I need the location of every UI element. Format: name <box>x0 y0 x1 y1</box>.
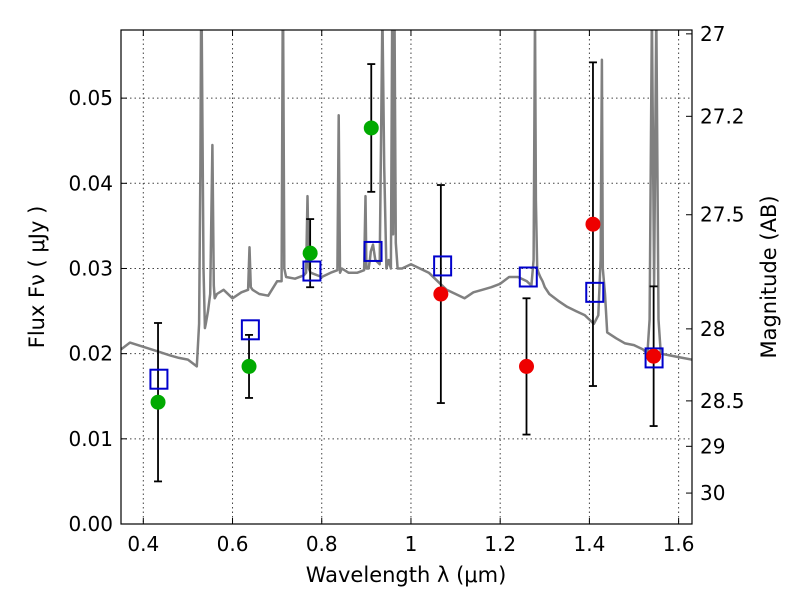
x-tick-label: 0.6 <box>217 532 249 556</box>
model-spectrum-layer <box>121 30 692 368</box>
observed-flux-point <box>241 358 257 374</box>
x-tick-label: 1.6 <box>663 532 695 556</box>
plot-frame <box>120 29 693 525</box>
x-tick-label: 1.4 <box>573 532 605 556</box>
observed-flux-point <box>302 245 318 261</box>
model-flux-square <box>433 255 453 277</box>
model-flux-square <box>644 347 664 369</box>
y-tick-label: 0.04 <box>68 171 113 195</box>
observed-photometry-layer <box>150 120 662 410</box>
x-axis-ticks: 0.4 0.6 0.8 1 1.2 1.4 1.6 <box>127 30 695 556</box>
model-flux-square <box>585 281 605 303</box>
y-tick-label: 0.02 <box>68 342 113 366</box>
y-tick-label: 0.03 <box>68 256 113 280</box>
magnitude-axis-ticks: 27 27.2 27.5 28 28.5 29 30 <box>686 22 745 505</box>
observed-flux-point <box>150 394 166 410</box>
observed-flux-point <box>585 216 601 232</box>
magnitude-tick-label: 29 <box>700 434 725 458</box>
model-flux-square <box>149 368 169 390</box>
grid-lines <box>121 30 692 524</box>
model-photometry-layer <box>149 240 664 390</box>
magnitude-tick-label: 28.5 <box>700 389 745 413</box>
x-tick-label: 0.8 <box>306 532 338 556</box>
y-tick-label: 0.01 <box>68 427 113 451</box>
model-flux-square <box>240 319 260 341</box>
model-flux-square <box>363 240 383 262</box>
x-axis-label: Wavelength λ (μm) <box>306 563 507 587</box>
observed-flux-point <box>363 120 379 136</box>
observed-flux-point <box>646 348 662 364</box>
magnitude-tick-label: 28 <box>700 317 725 341</box>
observed-flux-point <box>518 358 534 374</box>
y-tick-label: 0.00 <box>68 512 113 536</box>
magnitude-axis-label: Magnitude (AB) <box>757 195 781 358</box>
magnitude-tick-label: 27.2 <box>700 104 745 128</box>
x-tick-label: 1.2 <box>484 532 516 556</box>
observed-flux-point <box>433 286 449 302</box>
y-tick-label: 0.05 <box>68 86 113 110</box>
x-tick-label: 1 <box>405 532 418 556</box>
magnitude-tick-label: 30 <box>700 481 725 505</box>
magnitude-tick-label: 27.5 <box>700 203 745 227</box>
x-tick-label: 0.4 <box>127 532 159 556</box>
error-bars-layer <box>154 61 658 483</box>
magnitude-tick-label: 27 <box>700 22 725 46</box>
y-axis-label: Flux Fν ( μJy ) <box>25 206 49 349</box>
y-axis-ticks: 0.00 0.01 0.02 0.03 0.04 0.05 <box>68 86 127 536</box>
model-spectrum-line <box>121 30 692 368</box>
model-flux-square <box>518 266 538 288</box>
model-flux-square <box>302 260 322 282</box>
